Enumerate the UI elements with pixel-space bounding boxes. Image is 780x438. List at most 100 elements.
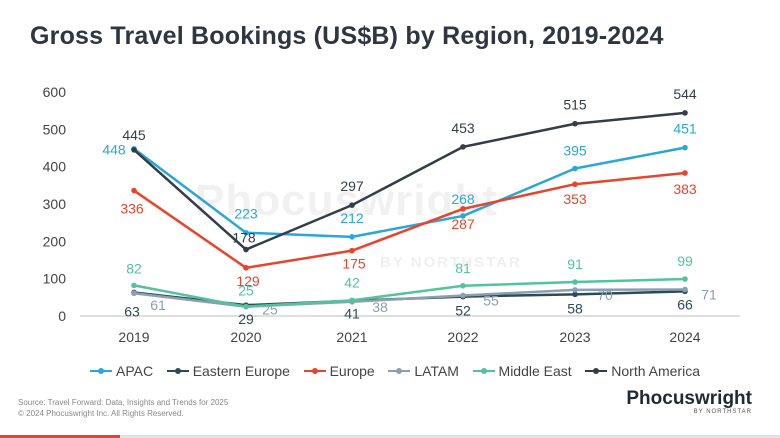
data-point-north-america bbox=[572, 120, 578, 127]
y-tick-label: 200 bbox=[43, 233, 67, 249]
data-label-europe: 336 bbox=[120, 201, 144, 217]
bottom-accent-bar bbox=[0, 435, 780, 438]
data-label-eastern-europe: 63 bbox=[124, 303, 140, 319]
x-tick-label: 2023 bbox=[559, 329, 590, 345]
data-point-middle-east bbox=[460, 282, 466, 289]
x-tick-label: 2022 bbox=[447, 329, 478, 345]
data-label-north-america: 445 bbox=[122, 127, 146, 143]
data-label-europe: 175 bbox=[342, 256, 366, 272]
data-point-middle-east bbox=[349, 297, 355, 304]
data-label-eastern-europe: 58 bbox=[567, 300, 583, 316]
data-label-middle-east: 81 bbox=[455, 260, 471, 276]
y-tick-label: 100 bbox=[43, 271, 67, 287]
chart-title: Gross Travel Bookings (US$B) by Region, … bbox=[30, 22, 664, 50]
legend-swatch bbox=[585, 366, 608, 376]
data-point-latam bbox=[131, 290, 137, 297]
data-point-apac bbox=[460, 213, 466, 219]
data-point-middle-east bbox=[131, 282, 137, 289]
data-point-europe bbox=[460, 206, 466, 212]
brand-logo: Phocuswright BY NORTHSTAR bbox=[626, 388, 752, 415]
data-point-europe bbox=[349, 247, 355, 254]
data-label-latam: 70 bbox=[597, 287, 613, 303]
watermark-sub: BY NORTHSTAR bbox=[380, 254, 522, 271]
data-point-europe bbox=[682, 170, 688, 176]
data-point-europe bbox=[243, 265, 249, 271]
data-point-north-america bbox=[349, 202, 355, 208]
data-label-north-america: 178 bbox=[232, 230, 256, 246]
legend-label: Europe bbox=[329, 363, 375, 379]
legend-swatch bbox=[303, 366, 326, 376]
line-chart: 0 100 200 300 400 500 600 2019 2020 2021 2022 2023 2… bbox=[43, 84, 740, 345]
accent-grey-segment bbox=[120, 435, 780, 438]
data-label-apac: 451 bbox=[673, 121, 697, 137]
legend-label: North America bbox=[611, 363, 700, 379]
data-point-north-america bbox=[460, 144, 466, 150]
data-point-north-america bbox=[131, 147, 137, 153]
data-label-north-america: 297 bbox=[340, 178, 364, 194]
data-label-apac: 448 bbox=[102, 142, 126, 158]
legend: APAC Eastern Europe Europe LATAM Middle East… bbox=[90, 363, 700, 379]
data-label-eastern-europe: 66 bbox=[677, 296, 693, 312]
series-line-europe bbox=[133, 171, 686, 270]
data-label-middle-east: 99 bbox=[677, 253, 693, 269]
logo-byline: BY NORTHSTAR bbox=[693, 409, 752, 415]
data-label-middle-east: 82 bbox=[126, 260, 142, 276]
legend-swatch bbox=[472, 366, 495, 376]
series-line-north-america bbox=[133, 111, 686, 251]
legend-item-latam: LATAM bbox=[388, 363, 459, 379]
data-label-europe: 129 bbox=[236, 273, 260, 289]
data-point-latam bbox=[682, 286, 688, 293]
data-label-north-america: 544 bbox=[673, 86, 697, 102]
y-tick-label: 400 bbox=[43, 159, 67, 175]
legend-label: Eastern Europe bbox=[192, 363, 290, 379]
data-label-europe: 353 bbox=[563, 191, 587, 207]
data-label-eastern-europe: 29 bbox=[238, 311, 254, 327]
data-point-apac bbox=[349, 234, 355, 240]
accent-red-segment bbox=[0, 435, 120, 438]
source-note: Source: Travel Forward: Data, Insights a… bbox=[18, 398, 229, 407]
legend-item-apac: APAC bbox=[90, 363, 153, 379]
legend-label: APAC bbox=[116, 363, 154, 379]
copyright-note: © 2024 Phocuswright Inc. All Rights Rese… bbox=[18, 409, 184, 418]
data-label-europe: 383 bbox=[673, 181, 697, 197]
watermark: Phocuswright bbox=[195, 176, 498, 225]
data-label-latam: 25 bbox=[262, 302, 278, 318]
y-tick-label: 500 bbox=[43, 121, 67, 137]
logo-wordmark: Phocuswright bbox=[626, 388, 752, 409]
data-label-apac: 223 bbox=[234, 206, 258, 222]
legend-swatch bbox=[166, 366, 189, 376]
x-tick-label: 2024 bbox=[669, 329, 700, 345]
legend-item-north-america: North America bbox=[585, 363, 700, 379]
legend-item-middle-east: Middle East bbox=[472, 363, 572, 379]
data-label-eastern-europe: 41 bbox=[344, 306, 360, 322]
x-tick-label: 2021 bbox=[336, 329, 367, 345]
data-label-north-america: 515 bbox=[563, 97, 587, 113]
data-label-latam: 61 bbox=[150, 297, 166, 313]
data-point-europe bbox=[572, 181, 578, 188]
data-label-latam: 38 bbox=[372, 299, 388, 315]
legend-item-europe: Europe bbox=[303, 363, 375, 379]
legend-swatch bbox=[90, 366, 112, 376]
y-tick-label: 0 bbox=[58, 308, 66, 324]
y-tick-label: 300 bbox=[43, 196, 67, 212]
y-tick-label: 600 bbox=[43, 84, 67, 100]
legend-swatch bbox=[388, 366, 411, 376]
data-label-latam: 55 bbox=[483, 292, 499, 308]
data-point-middle-east bbox=[243, 303, 249, 310]
legend-label: LATAM bbox=[414, 363, 459, 379]
data-point-latam bbox=[572, 287, 578, 293]
data-label-apac: 395 bbox=[563, 143, 587, 159]
series-line-middle-east bbox=[133, 277, 686, 308]
data-label-europe: 287 bbox=[451, 216, 475, 232]
data-label-north-america: 453 bbox=[451, 120, 475, 136]
data-point-latam bbox=[460, 292, 466, 299]
data-label-latam: 71 bbox=[701, 286, 717, 302]
legend-label: Middle East bbox=[498, 363, 572, 379]
data-label-middle-east: 42 bbox=[344, 274, 360, 290]
data-point-north-america bbox=[243, 246, 249, 253]
data-label-middle-east: 91 bbox=[567, 256, 583, 272]
data-point-eastern-europe bbox=[572, 291, 578, 298]
data-label-apac: 268 bbox=[451, 191, 475, 207]
data-point-apac bbox=[682, 144, 688, 151]
x-tick-label: 2020 bbox=[230, 329, 261, 345]
